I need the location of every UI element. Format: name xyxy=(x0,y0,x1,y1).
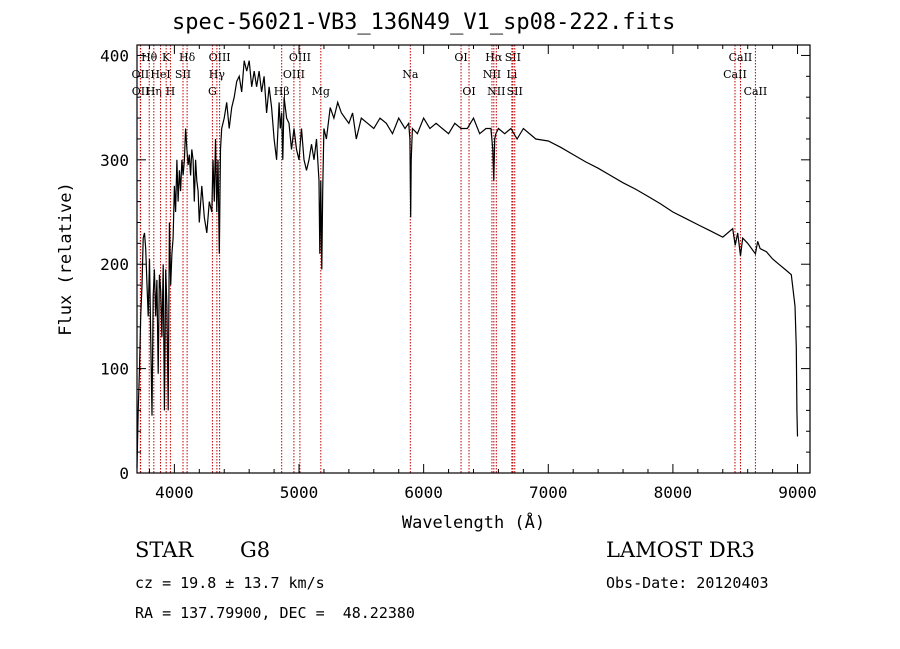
line-marker-label-12: Hβ xyxy=(274,85,290,98)
x-axis-label: Wavelength (Å) xyxy=(402,511,545,533)
y-axis-label: Flux (relative) xyxy=(56,182,76,336)
observation-date: Obs-Date: 20120403 xyxy=(606,574,769,592)
line-marker-label-8: Hδ xyxy=(179,51,196,64)
line-marker-label-9: OIII xyxy=(209,51,231,64)
line-marker-label-26: CaII xyxy=(723,68,747,81)
plot-frame xyxy=(136,44,811,474)
line-marker-label-24: SII xyxy=(507,85,523,98)
y-tick-label-0: 0 xyxy=(119,464,129,483)
y-tick-label-3: 300 xyxy=(100,151,129,170)
line-marker-label-27: CaII xyxy=(744,85,768,98)
survey-name: LAMOST DR3 xyxy=(606,538,755,562)
line-marker-label-15: Mg xyxy=(312,85,330,98)
line-marker-label-3: Hη xyxy=(146,85,162,98)
line-marker-label-1: OII xyxy=(132,68,150,81)
x-tick-label-4: 8000 xyxy=(654,483,693,502)
line-marker-label-6: H xyxy=(166,85,176,98)
line-marker-label-25: CaII xyxy=(729,51,753,64)
object-class: STAR xyxy=(135,538,194,562)
line-marker-label-7: SII xyxy=(175,68,191,81)
line-marker-label-22: SII xyxy=(505,51,521,64)
line-marker-label-4: HeI xyxy=(150,68,170,81)
line-marker-label-10: Hγ xyxy=(209,68,226,81)
spectral-subclass: G8 xyxy=(240,538,271,562)
x-tick-label-5: 9000 xyxy=(778,483,817,502)
line-marker-label-18: OI xyxy=(462,85,475,98)
x-tick-label-1: 5000 xyxy=(280,483,319,502)
line-marker-label-17: OI xyxy=(454,51,467,64)
y-tick-label-1: 100 xyxy=(100,360,129,379)
line-marker-label-13: OIII xyxy=(289,51,311,64)
y-tick-label-4: 400 xyxy=(100,46,129,65)
chart-title: spec-56021-VB3_136N49_V1_sp08-222.fits xyxy=(172,10,676,35)
x-tick-label-3: 7000 xyxy=(529,483,568,502)
line-marker-label-0: Hθ xyxy=(141,51,158,64)
line-marker-label-2: OII xyxy=(132,85,150,98)
x-tick-label-0: 4000 xyxy=(155,483,194,502)
line-marker-label-5: K xyxy=(162,51,171,64)
line-marker-label-11: G xyxy=(208,85,217,98)
y-tick-label-2: 200 xyxy=(100,255,129,274)
line-marker-label-21: NII xyxy=(487,85,505,98)
line-marker-label-19: Hα xyxy=(485,51,503,64)
redshift-velocity: cz = 19.8 ± 13.7 km/s xyxy=(135,574,325,592)
line-marker-label-14: OIII xyxy=(283,68,305,81)
line-marker-label-16: Na xyxy=(402,68,419,81)
x-tick-label-2: 6000 xyxy=(404,483,443,502)
spectrum-line xyxy=(136,60,799,468)
sky-coordinates: RA = 137.79900, DEC = 48.22380 xyxy=(135,604,415,622)
line-marker-label-20: NII xyxy=(483,68,501,81)
line-marker-label-23: Li xyxy=(506,68,517,81)
